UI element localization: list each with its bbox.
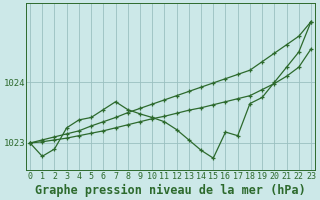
X-axis label: Graphe pression niveau de la mer (hPa): Graphe pression niveau de la mer (hPa) xyxy=(35,183,306,197)
